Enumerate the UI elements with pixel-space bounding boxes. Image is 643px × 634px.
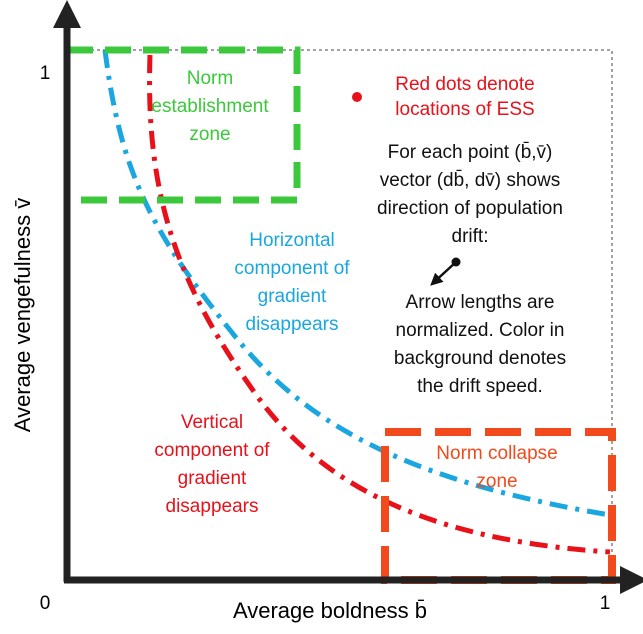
horizontal-note: gradient <box>258 286 327 307</box>
horizontal-note: disappears <box>246 314 339 335</box>
plot-frame <box>66 49 613 581</box>
establishment-label: zone <box>189 124 230 145</box>
y-axis-label: Average vengefulness v̄ <box>10 198 35 432</box>
vector-note: direction of population <box>377 198 563 219</box>
establishment-label: Norm <box>187 68 233 89</box>
vertical-note: gradient <box>178 468 247 489</box>
sample-arrow-dot <box>451 257 461 267</box>
vertical-note: disappears <box>166 496 259 517</box>
ess-note: locations of ESS <box>395 99 534 120</box>
arrow-note: background denotes <box>394 348 566 369</box>
arrow-note: Arrow lengths are <box>406 292 555 313</box>
sample-arrow <box>430 261 457 286</box>
ess-note: Red dots denote <box>395 74 534 95</box>
ess-dot <box>352 92 362 102</box>
vertical-note: component of <box>154 440 270 461</box>
arrow-note: the drift speed. <box>417 376 543 397</box>
vector-note: drift: <box>452 226 489 247</box>
horizontal-note: component of <box>234 258 350 279</box>
x-axis-label: Average boldness b̄ <box>233 598 427 623</box>
origin-label: 0 <box>40 593 51 614</box>
collapse-zone <box>381 428 616 584</box>
vertical-nullcline <box>147 54 611 555</box>
arrow-note: normalized. Color in <box>396 320 565 341</box>
vector-note: vector (db̄, dv̄) shows <box>380 170 561 191</box>
vertical-note: Vertical <box>181 412 243 433</box>
y-max-label: 1 <box>40 63 51 84</box>
horizontal-note: Horizontal <box>249 230 335 251</box>
vector-note: For each point (b̄,v̄) <box>388 142 553 163</box>
establishment-label: establishment <box>151 96 269 117</box>
collapse-label: Norm collapse <box>436 443 557 464</box>
horizontal-nullcline <box>102 49 611 518</box>
establishment-zone <box>63 46 301 204</box>
collapse-label: zone <box>476 471 517 492</box>
x-max-label: 1 <box>600 593 611 614</box>
